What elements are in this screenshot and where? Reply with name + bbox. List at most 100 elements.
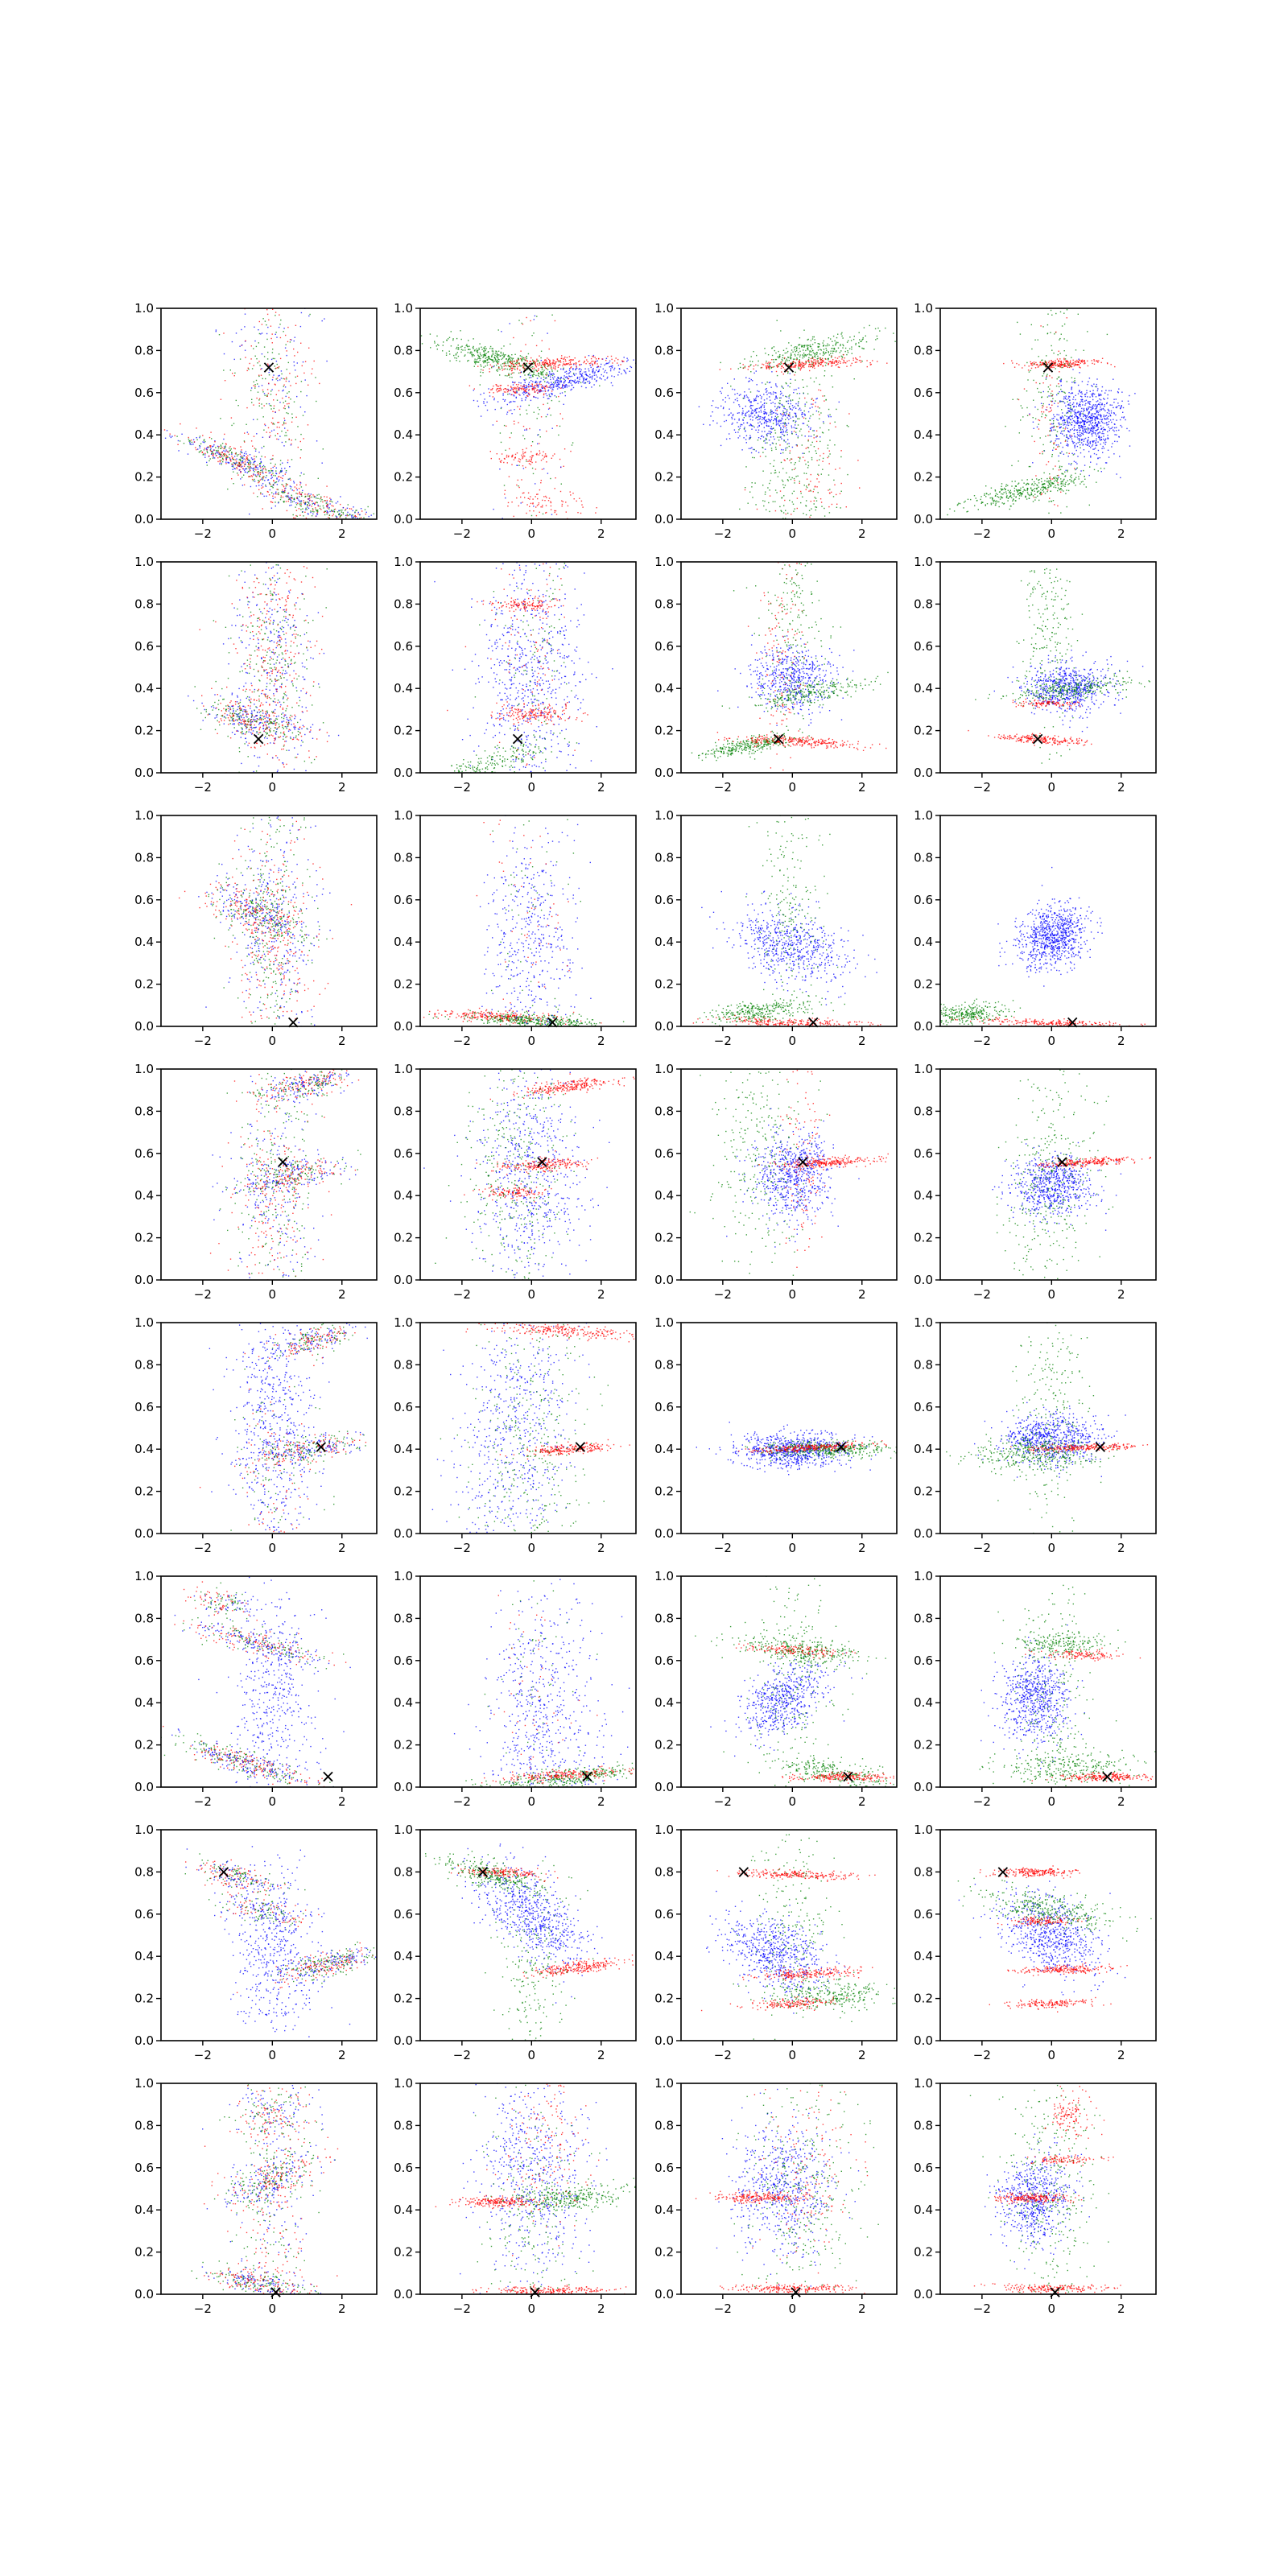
red-point xyxy=(777,365,778,367)
green-point xyxy=(795,462,796,464)
red-point xyxy=(266,363,269,365)
green-point xyxy=(295,376,296,378)
blue-point xyxy=(215,331,217,332)
green-point xyxy=(840,350,842,352)
red-point xyxy=(258,402,260,404)
green-point xyxy=(293,498,295,500)
red-point xyxy=(500,385,502,386)
blue-point xyxy=(758,415,760,417)
green-point xyxy=(526,362,527,365)
red-point xyxy=(866,360,868,361)
blue-point xyxy=(823,421,824,423)
blue-point xyxy=(270,358,273,361)
blue-point xyxy=(365,511,367,514)
blue-point xyxy=(279,379,281,381)
blue-point xyxy=(1089,422,1091,423)
red-point xyxy=(762,364,765,365)
red-point xyxy=(831,491,832,493)
blue-point xyxy=(775,397,778,398)
green-point xyxy=(807,339,808,341)
green-point xyxy=(464,354,466,356)
red-point xyxy=(503,363,505,365)
blue-point xyxy=(1040,402,1042,404)
green-point xyxy=(776,374,778,377)
green-point xyxy=(518,372,520,374)
blue-point xyxy=(329,503,331,505)
green-point xyxy=(863,327,865,328)
red-point xyxy=(601,358,603,360)
blue-point xyxy=(770,436,772,438)
x-tick-label: 0 xyxy=(528,526,536,541)
blue-point xyxy=(780,452,782,454)
red-point xyxy=(586,359,588,361)
green-point xyxy=(541,366,543,368)
blue-point xyxy=(589,377,591,378)
green-point xyxy=(799,456,801,459)
green-point xyxy=(509,356,510,357)
green-point xyxy=(489,358,491,360)
blue-point xyxy=(1064,419,1066,421)
red-point xyxy=(844,357,845,359)
x-tick-label: −2 xyxy=(453,526,471,541)
red-point xyxy=(240,466,242,468)
red-point xyxy=(532,388,534,390)
blue-point xyxy=(776,414,778,415)
blue-point xyxy=(1069,399,1071,401)
scatter-points xyxy=(947,309,1136,516)
blue-point xyxy=(574,374,576,376)
red-point xyxy=(833,362,835,364)
green-point xyxy=(496,356,497,357)
green-point xyxy=(769,367,770,369)
blue-point xyxy=(1075,412,1077,414)
blue-point xyxy=(742,419,744,421)
blue-point xyxy=(604,371,605,373)
red-point xyxy=(571,359,572,361)
green-point xyxy=(836,336,838,339)
green-point xyxy=(763,440,765,442)
green-point xyxy=(464,347,466,349)
subplot-r0-c1: ×−2 0 20.00.20.40.60.81.0 xyxy=(394,301,637,541)
green-point xyxy=(793,420,795,422)
blue-point xyxy=(741,423,743,426)
blue-point xyxy=(1093,452,1096,455)
red-point xyxy=(544,366,546,369)
green-point xyxy=(775,472,777,473)
blue-point xyxy=(1096,444,1098,446)
red-point xyxy=(516,452,518,454)
green-point xyxy=(807,353,808,356)
blue-point xyxy=(1096,429,1098,431)
blue-point xyxy=(1085,402,1087,405)
green-point xyxy=(811,338,814,340)
blue-point xyxy=(1070,436,1071,438)
blue-point xyxy=(1101,390,1103,392)
y-tick-label: 1.0 xyxy=(394,301,413,316)
blue-point xyxy=(561,386,563,389)
blue-point xyxy=(764,402,766,404)
blue-point xyxy=(240,478,242,480)
blue-point xyxy=(592,372,594,374)
green-point xyxy=(532,361,535,364)
blue-point xyxy=(789,415,791,417)
blue-point xyxy=(289,498,291,500)
blue-point xyxy=(763,407,765,408)
green-point xyxy=(271,485,273,488)
green-point xyxy=(815,500,818,502)
red-point xyxy=(512,389,514,390)
red-point xyxy=(254,467,256,469)
blue-point xyxy=(1079,425,1080,427)
blue-point xyxy=(1101,408,1103,410)
green-point xyxy=(540,365,543,366)
blue-point xyxy=(763,417,765,419)
blue-point xyxy=(512,400,514,402)
red-point xyxy=(766,367,768,369)
red-point xyxy=(808,490,810,492)
blue-point xyxy=(262,483,264,485)
red-point xyxy=(489,391,490,394)
green-point xyxy=(537,407,539,409)
green-point xyxy=(807,349,809,351)
blue-point xyxy=(506,411,509,413)
red-point xyxy=(822,365,824,367)
green-point xyxy=(793,510,795,512)
blue-point xyxy=(273,374,275,376)
x-marker: × xyxy=(782,357,796,378)
